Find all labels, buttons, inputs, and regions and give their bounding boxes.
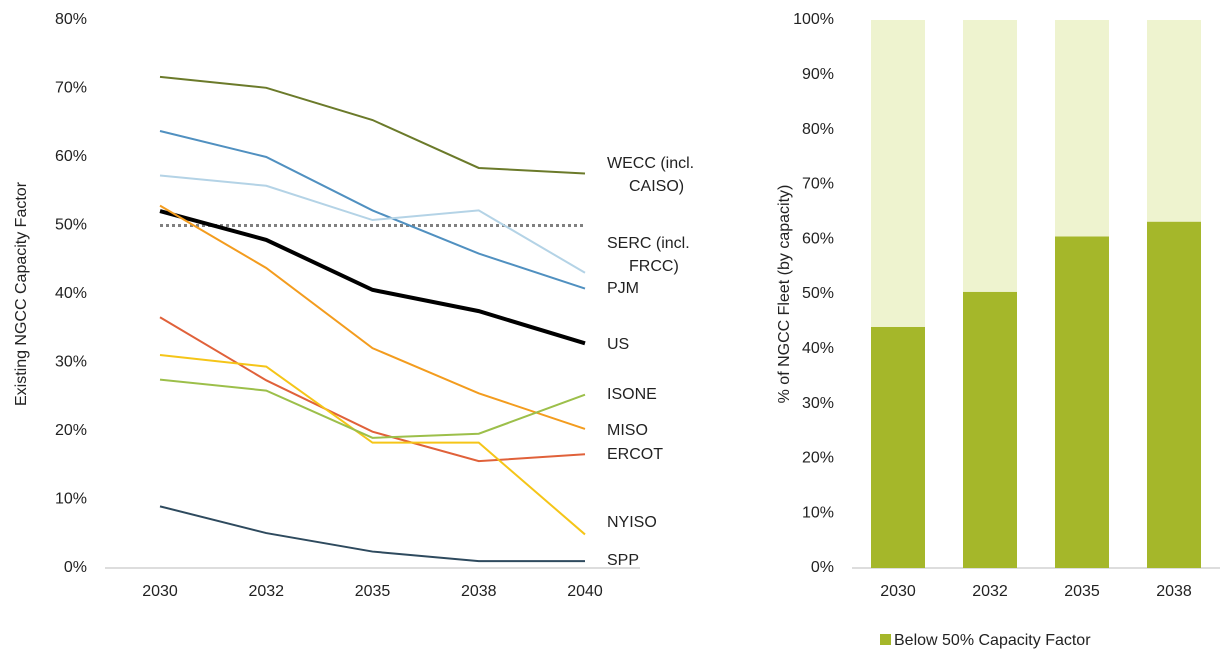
legend-swatch xyxy=(880,634,891,645)
x-tick-label: 2038 xyxy=(461,583,497,600)
y-tick-label: 60% xyxy=(802,230,834,247)
bar-segment xyxy=(1055,236,1109,568)
series-label-line: SERC (incl. xyxy=(607,235,694,252)
series-label: PJM xyxy=(607,280,639,297)
y-tick-label: 40% xyxy=(55,285,87,302)
y-tick-label: 80% xyxy=(802,121,834,138)
x-tick-label: 2030 xyxy=(880,583,916,600)
x-tick-label: 2038 xyxy=(1156,583,1192,600)
y-tick-label: 50% xyxy=(802,285,834,302)
y-tick-label: 30% xyxy=(802,395,834,412)
y-tick-label: 20% xyxy=(55,422,87,439)
bar-segment xyxy=(963,291,1017,568)
y-tick-label: 70% xyxy=(55,80,87,97)
series-line xyxy=(159,316,586,463)
series-label-line: CAISO) xyxy=(629,178,684,195)
series-line xyxy=(159,129,586,290)
y-tick-label: 100% xyxy=(793,11,834,28)
bar-segment xyxy=(963,20,1017,292)
y-tick-label: 90% xyxy=(802,66,834,83)
series-line xyxy=(159,204,586,430)
y-tick-label: 30% xyxy=(55,354,87,371)
y-axis-title: % of NGCC Fleet (by capacity) xyxy=(776,185,793,404)
legend-label: Below 50% Capacity Factor xyxy=(894,632,1091,649)
series-label: ISONE xyxy=(607,386,657,403)
series-line xyxy=(159,353,586,536)
bar-segment xyxy=(871,20,925,327)
series-label: WECC (incl. CAISO) xyxy=(607,155,699,195)
x-tick-label: 2035 xyxy=(1064,583,1100,600)
series-label: NYISO xyxy=(607,514,657,531)
y-tick-label: 70% xyxy=(802,176,834,193)
y-tick-label: 0% xyxy=(811,559,834,576)
series-line xyxy=(159,505,585,563)
x-tick-label: 2035 xyxy=(355,583,391,600)
series-line xyxy=(159,209,586,346)
x-tick-label: 2032 xyxy=(972,583,1008,600)
series-label-line: WECC (incl. xyxy=(607,155,699,172)
y-axis-title: Existing NGCC Capacity Factor xyxy=(13,181,30,406)
series-label: ERCOT xyxy=(607,446,663,463)
bar-segment xyxy=(1055,20,1109,237)
y-tick-label: 10% xyxy=(55,491,87,508)
x-tick-label: 2030 xyxy=(142,583,178,600)
series-label-line: FRCC) xyxy=(629,258,679,275)
y-tick-label: 0% xyxy=(64,559,87,576)
series-label: US xyxy=(607,336,629,353)
series-label: SPP xyxy=(607,552,639,569)
series-label: MISO xyxy=(607,422,648,439)
x-tick-label: 2032 xyxy=(248,583,284,600)
series-label: SERC (incl. FRCC) xyxy=(607,235,694,275)
bar-segment xyxy=(1147,20,1201,222)
y-tick-label: 60% xyxy=(55,148,87,165)
y-tick-label: 20% xyxy=(802,450,834,467)
y-tick-label: 80% xyxy=(55,11,87,28)
series-line xyxy=(159,174,586,274)
bar-segment xyxy=(1147,221,1201,568)
y-tick-label: 50% xyxy=(55,217,87,234)
y-tick-label: 10% xyxy=(802,504,834,521)
series-line xyxy=(159,378,586,439)
x-tick-label: 2040 xyxy=(567,583,603,600)
series-line xyxy=(159,75,586,175)
bar-segment xyxy=(871,326,925,568)
y-tick-label: 40% xyxy=(802,340,834,357)
